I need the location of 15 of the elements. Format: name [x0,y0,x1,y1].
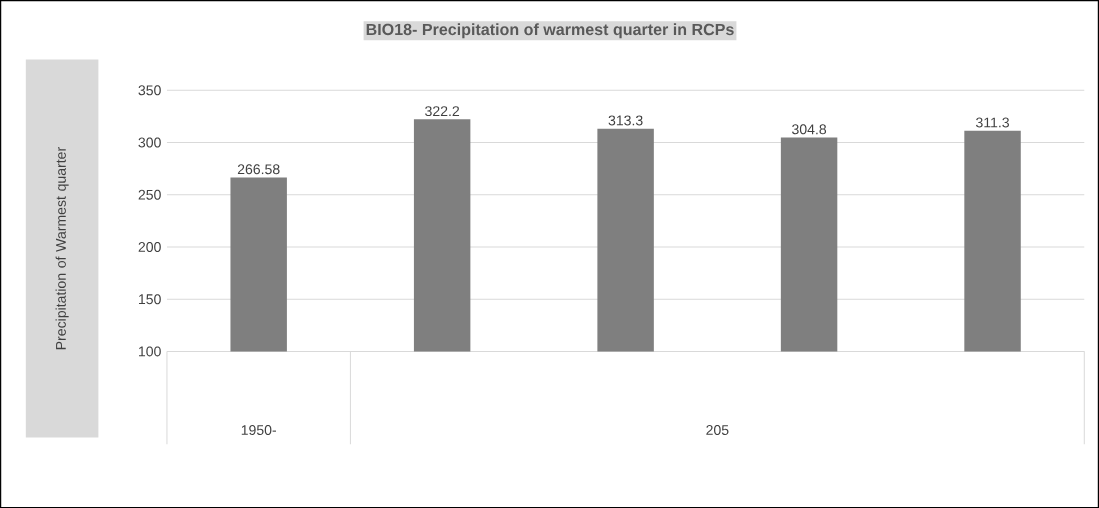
y-tick-label: 300 [138,137,161,148]
y-tick-label: 100 [139,346,161,357]
y-tick-label: 150 [139,294,161,305]
chart-title: BIO18- Precipitation of warmest quarter in RCPs [366,23,734,39]
data-label: 313.3 [608,115,643,126]
y-tick-label: 200 [138,241,161,252]
data-label: 311.3 [976,117,1009,128]
text: 205 [706,424,729,435]
text: 1950- [241,424,277,435]
data-label: 322.2 [425,106,460,116]
y-tick-label: 350 [138,85,161,96]
y-tick-label: 250 [138,189,161,200]
data-label: 304.8 [792,124,827,135]
data-label: 266.58 [237,164,280,175]
y-axis-title: Precipitation of Warmest quarter [55,147,69,350]
